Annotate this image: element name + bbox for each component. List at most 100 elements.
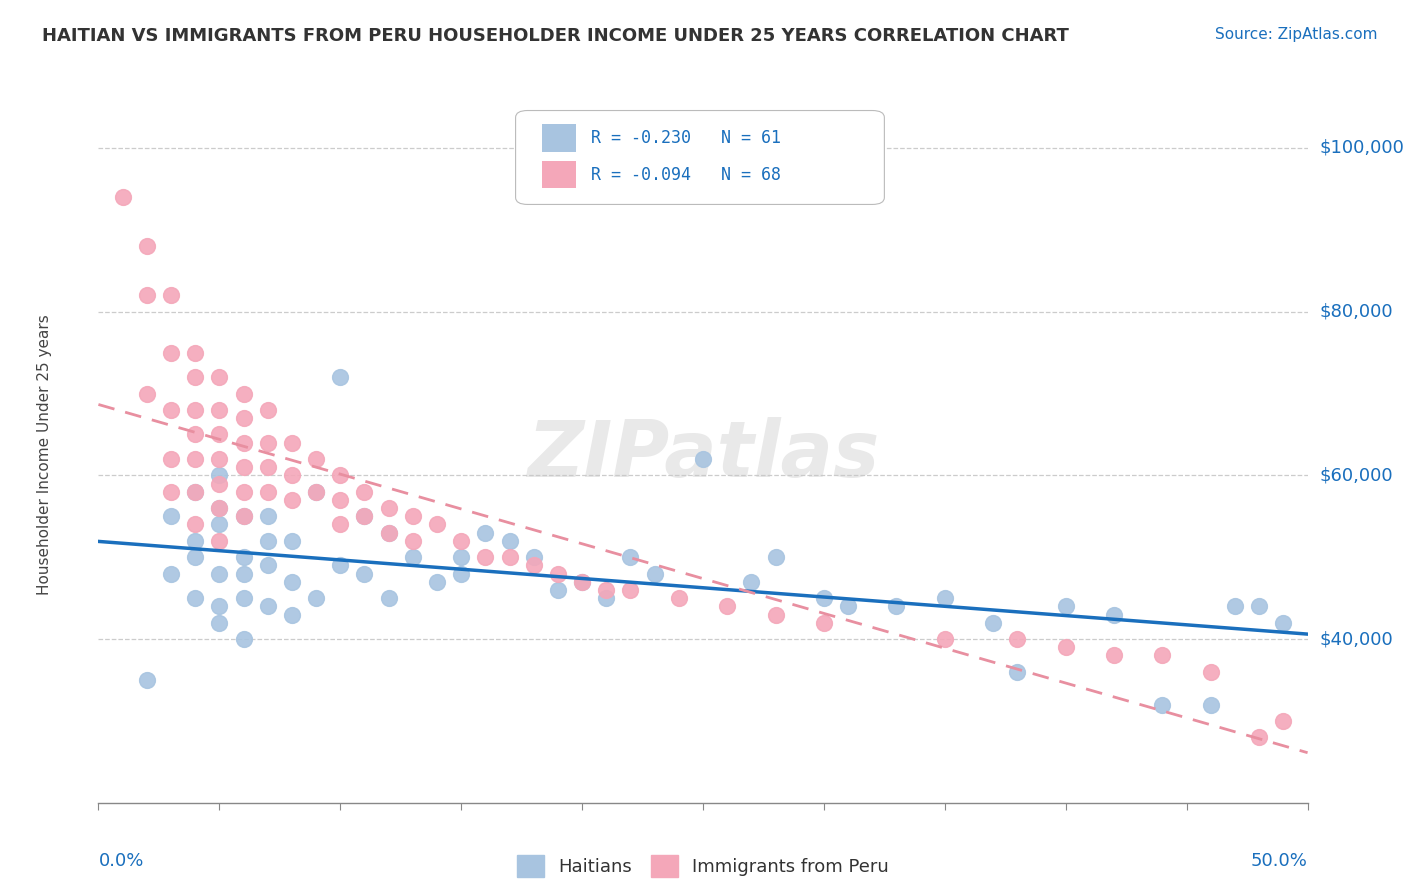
- Point: [184, 484, 207, 499]
- Point: [353, 566, 375, 581]
- Point: [208, 370, 231, 384]
- Point: [256, 403, 278, 417]
- Point: [281, 607, 304, 622]
- Point: [184, 517, 207, 532]
- Point: [232, 484, 254, 499]
- Point: [208, 533, 231, 548]
- Point: [256, 558, 278, 573]
- Point: [184, 345, 207, 359]
- Point: [111, 190, 134, 204]
- Point: [498, 533, 520, 548]
- Text: R = -0.230   N = 61: R = -0.230 N = 61: [591, 129, 780, 147]
- Point: [281, 533, 304, 548]
- Point: [1054, 640, 1077, 655]
- Point: [426, 574, 449, 589]
- Point: [571, 574, 593, 589]
- Point: [474, 550, 496, 565]
- Point: [934, 591, 956, 606]
- Point: [450, 550, 472, 565]
- Point: [232, 591, 254, 606]
- Point: [256, 599, 278, 614]
- Text: Householder Income Under 25 years: Householder Income Under 25 years: [37, 315, 52, 595]
- Text: 0.0%: 0.0%: [98, 852, 143, 870]
- Point: [619, 582, 641, 597]
- Point: [1199, 665, 1222, 679]
- Point: [571, 574, 593, 589]
- Point: [256, 484, 278, 499]
- Point: [329, 492, 352, 507]
- Point: [837, 599, 859, 614]
- Point: [208, 566, 231, 581]
- Point: [305, 484, 328, 499]
- Point: [716, 599, 738, 614]
- Point: [595, 582, 617, 597]
- Point: [208, 427, 231, 442]
- Point: [1272, 714, 1295, 728]
- Point: [353, 509, 375, 524]
- Point: [329, 517, 352, 532]
- Text: $80,000: $80,000: [1320, 302, 1393, 321]
- Point: [232, 632, 254, 646]
- Point: [377, 525, 399, 540]
- Point: [160, 509, 183, 524]
- Point: [523, 558, 546, 573]
- Point: [232, 509, 254, 524]
- Point: [740, 574, 762, 589]
- Point: [281, 492, 304, 507]
- Point: [232, 509, 254, 524]
- Point: [135, 673, 157, 687]
- Point: [668, 591, 690, 606]
- Point: [1102, 648, 1125, 663]
- Point: [523, 550, 546, 565]
- Point: [377, 501, 399, 516]
- Point: [232, 460, 254, 475]
- Point: [353, 509, 375, 524]
- Text: R = -0.094   N = 68: R = -0.094 N = 68: [591, 166, 780, 184]
- Text: 50.0%: 50.0%: [1251, 852, 1308, 870]
- FancyBboxPatch shape: [516, 111, 884, 204]
- Point: [765, 607, 787, 622]
- Point: [232, 386, 254, 401]
- Point: [1249, 731, 1271, 745]
- Point: [377, 525, 399, 540]
- Point: [886, 599, 908, 614]
- Text: Source: ZipAtlas.com: Source: ZipAtlas.com: [1215, 27, 1378, 42]
- Point: [281, 574, 304, 589]
- Point: [450, 566, 472, 581]
- Point: [208, 599, 231, 614]
- Point: [208, 501, 231, 516]
- Point: [160, 566, 183, 581]
- Point: [184, 533, 207, 548]
- Point: [402, 509, 425, 524]
- Point: [208, 452, 231, 467]
- Point: [232, 566, 254, 581]
- Point: [232, 411, 254, 425]
- Point: [1152, 698, 1174, 712]
- Point: [692, 452, 714, 467]
- Point: [1199, 698, 1222, 712]
- Point: [765, 550, 787, 565]
- Point: [450, 533, 472, 548]
- Point: [498, 550, 520, 565]
- Point: [813, 591, 835, 606]
- Point: [981, 615, 1004, 630]
- Point: [305, 591, 328, 606]
- Point: [208, 403, 231, 417]
- Point: [619, 550, 641, 565]
- Point: [160, 484, 183, 499]
- Point: [256, 533, 278, 548]
- Point: [329, 468, 352, 483]
- Point: [402, 550, 425, 565]
- Point: [135, 288, 157, 302]
- Point: [232, 550, 254, 565]
- Point: [644, 566, 666, 581]
- Point: [256, 435, 278, 450]
- Point: [184, 550, 207, 565]
- Point: [547, 582, 569, 597]
- Point: [426, 517, 449, 532]
- Point: [160, 403, 183, 417]
- Point: [353, 484, 375, 499]
- Point: [281, 468, 304, 483]
- Point: [1152, 648, 1174, 663]
- Point: [1102, 607, 1125, 622]
